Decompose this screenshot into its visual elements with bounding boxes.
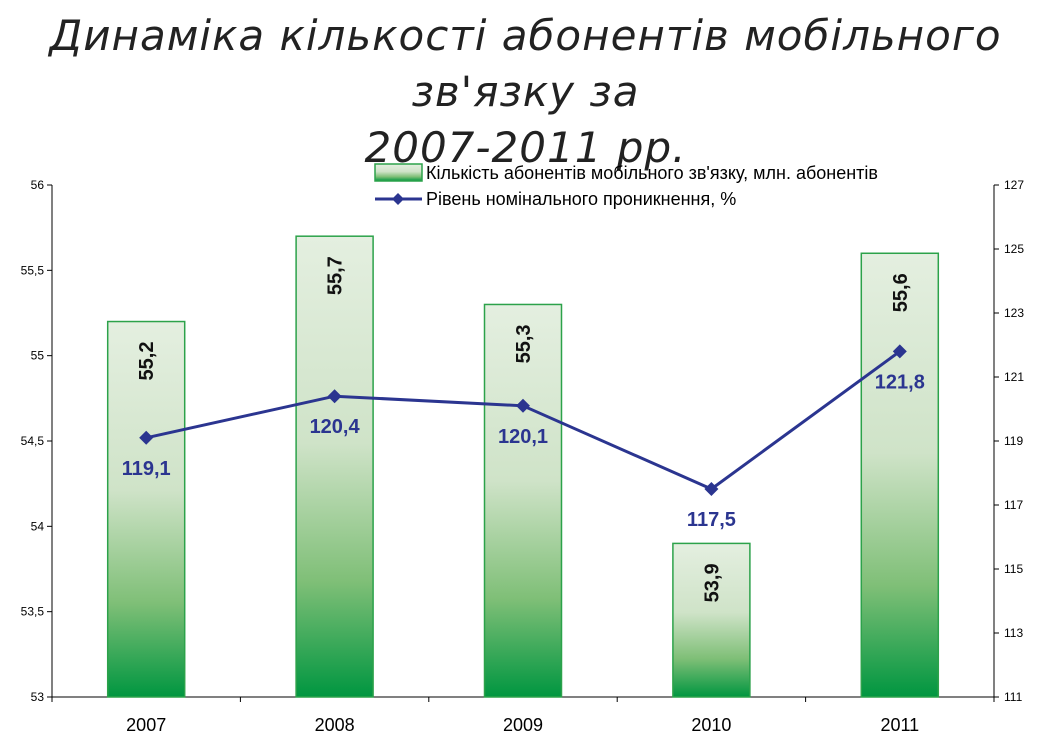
x-tick-label: 2008 bbox=[315, 715, 355, 735]
chart-legend: Кількість абонентів мобільного зв'язку, … bbox=[374, 163, 878, 209]
y-right-tick-label: 117 bbox=[1004, 498, 1023, 512]
y-left-tick-label: 53 bbox=[31, 690, 45, 704]
y-right-tick-label: 121 bbox=[1004, 370, 1024, 384]
y-right-tick-label: 125 bbox=[1004, 242, 1024, 256]
bar bbox=[860, 252, 940, 698]
line-value-label: 120,1 bbox=[498, 426, 548, 448]
bar bbox=[483, 303, 563, 698]
line-marker bbox=[892, 344, 907, 359]
bar-value-label: 55,6 bbox=[890, 273, 912, 312]
line-value-label: 119,1 bbox=[122, 458, 171, 480]
bar bbox=[672, 542, 751, 698]
line-marker bbox=[704, 482, 719, 496]
y-right-tick-label: 111 bbox=[1004, 690, 1023, 704]
line-value-label: 121,8 bbox=[875, 371, 925, 393]
x-tick-label: 2010 bbox=[691, 715, 731, 735]
line-value-label: 117,5 bbox=[687, 509, 736, 531]
bar bbox=[106, 320, 186, 698]
line-marker bbox=[327, 389, 342, 404]
y-right-tick-label: 113 bbox=[1004, 626, 1023, 640]
line-value-label: 120,4 bbox=[310, 416, 361, 438]
y-left-tick-label: 55,5 bbox=[21, 263, 45, 277]
line-labels: 119,1 120,4 120,1 117,5 121,8 bbox=[122, 371, 925, 531]
bar-series bbox=[106, 235, 940, 698]
line-marker bbox=[516, 398, 530, 413]
legend-bar-label: Кількість абонентів мобільного зв'язку, … bbox=[426, 163, 878, 183]
bar-value-label: 55,7 bbox=[325, 256, 347, 295]
bar bbox=[295, 235, 374, 698]
x-tick-label: 2009 bbox=[503, 715, 543, 735]
chart-title: Динаміка кількості абонентів мобільного … bbox=[0, 8, 1051, 176]
legend-line-label: Рівень номінального проникнення, % bbox=[426, 189, 736, 209]
y-right-tick-label: 127 bbox=[1004, 178, 1024, 192]
y-left-tick-label: 53,5 bbox=[21, 605, 45, 619]
x-tick-label: 2007 bbox=[126, 715, 166, 735]
line-series bbox=[139, 344, 907, 496]
legend-bar-swatch bbox=[374, 163, 423, 182]
y-left-tick-label: 55 bbox=[31, 349, 45, 363]
y-left-tick-label: 54 bbox=[31, 519, 45, 533]
bar-labels: 55,2 55,7 55,3 53,9 55,6 bbox=[136, 256, 912, 602]
chart-axes: 53 53,5 54 54,5 55 55,5 56 111 113 115 117 119 121 12… bbox=[21, 178, 1025, 735]
bar-value-label: 55,3 bbox=[513, 324, 535, 363]
y-left-tick-label: 54,5 bbox=[21, 434, 45, 448]
bar-value-label: 55,2 bbox=[136, 342, 158, 381]
y-left-tick-label: 56 bbox=[31, 178, 45, 192]
bar-value-label: 53,9 bbox=[701, 563, 723, 602]
y-right-tick-label: 119 bbox=[1004, 434, 1023, 448]
chart-title-line-1: Динаміка кількості абонентів мобільного … bbox=[49, 11, 1002, 116]
y-right-tick-label: 123 bbox=[1004, 306, 1024, 320]
line-marker bbox=[139, 430, 154, 445]
y-right-tick-label: 115 bbox=[1004, 562, 1023, 576]
legend-line-marker bbox=[392, 193, 404, 205]
x-tick-label: 2011 bbox=[880, 715, 919, 735]
